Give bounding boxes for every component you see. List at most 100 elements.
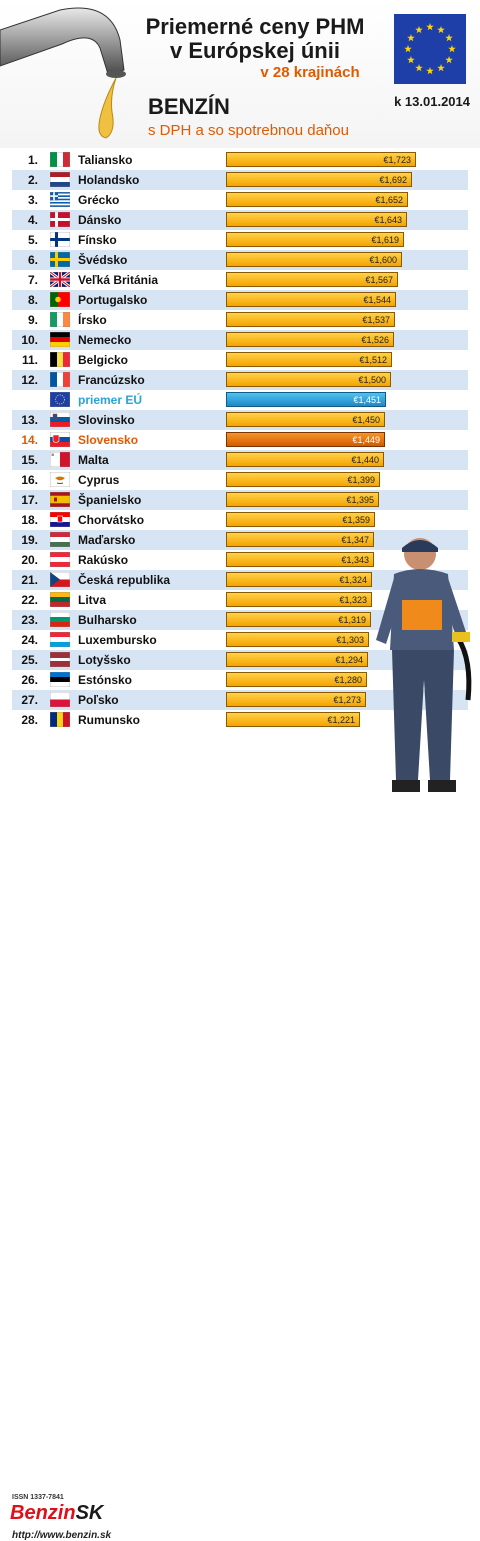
- price-value: €1,619: [371, 235, 399, 245]
- price-value: €1,221: [327, 715, 355, 725]
- flag-lt-icon: [50, 592, 70, 607]
- price-value: €1,347: [341, 535, 369, 545]
- price-value: €1,500: [358, 375, 386, 385]
- country-name: Cyprus: [78, 473, 120, 487]
- price-value: €1,280: [334, 675, 362, 685]
- price-bar: €1,395: [226, 492, 379, 507]
- price-value: €1,512: [359, 355, 387, 365]
- flag-gb-icon: [50, 272, 70, 287]
- price-value: €1,273: [333, 695, 361, 705]
- table-row: 19. Maďarsko €1,347: [12, 530, 468, 550]
- price-value: €1,324: [339, 575, 367, 585]
- price-value: €1,294: [335, 655, 363, 665]
- brand-part-1: Benzin: [10, 1502, 76, 1524]
- price-bar: €1,280: [226, 672, 367, 687]
- rank-label: 12.: [21, 373, 38, 387]
- price-value: €1,537: [362, 315, 390, 325]
- country-name: Rumunsko: [78, 713, 141, 727]
- subtitle: v 28 krajinách: [260, 64, 360, 81]
- flag-nl-icon: [50, 172, 70, 187]
- rank-label: 11.: [21, 353, 38, 367]
- country-name: Poľsko: [78, 693, 119, 707]
- country-name: Bulharsko: [78, 613, 137, 627]
- flag-hr-icon: [50, 512, 70, 527]
- table-row: 7. Veľká Británia €1,567: [12, 270, 468, 290]
- benzinsk-logo: BenzinSK: [10, 1502, 103, 1525]
- rank-label: 5.: [27, 233, 38, 247]
- price-bar: €1,451: [226, 392, 386, 407]
- rank-label: 27.: [21, 693, 38, 707]
- flag-sk-icon: [50, 432, 70, 447]
- table-row: 23. Bulharsko €1,319: [12, 610, 468, 630]
- country-name: Španielsko: [78, 493, 142, 507]
- table-row: 13. Slovinsko €1,450: [12, 410, 468, 430]
- flag-pt-icon: [50, 292, 70, 307]
- country-name: Veľká Británia: [78, 273, 158, 287]
- flag-cy-icon: [50, 472, 70, 487]
- country-name: Holandsko: [78, 173, 140, 187]
- table-row: 3. Grécko €1,652: [12, 190, 468, 210]
- table-row: 24. Luxembursko €1,303: [12, 630, 468, 650]
- flag-lu-icon: [50, 632, 70, 647]
- flag-lv-icon: [50, 652, 70, 667]
- price-bar: €1,544: [226, 292, 396, 307]
- title-line-1: Priemerné ceny PHM: [145, 14, 365, 39]
- flag-mt-icon: [50, 452, 70, 467]
- table-row: 8. Portugalsko €1,544: [12, 290, 468, 310]
- price-table: 1. Taliansko €1,723 2. Holandsko €1,692 3. Gréc…: [12, 150, 468, 730]
- footer: ISSN 1337-7841 BenzinSK http://www.benzi…: [0, 746, 480, 1541]
- rank-label: 2.: [27, 173, 38, 187]
- website-link[interactable]: http://www.benzin.sk: [12, 1530, 112, 1541]
- header-banner: Priemerné ceny PHM v Európskej únii v 28…: [0, 0, 480, 148]
- flag-eu-icon: [50, 392, 70, 407]
- eu-star-icon: [415, 64, 423, 72]
- flag-si-icon: [50, 412, 70, 427]
- country-name: Taliansko: [78, 153, 133, 167]
- price-value: €1,544: [363, 295, 391, 305]
- country-name: Dánsko: [78, 213, 122, 227]
- price-bar: €1,643: [226, 212, 407, 227]
- title-line-2: v Európskej únii: [170, 38, 340, 63]
- price-value: €1,567: [365, 275, 393, 285]
- country-name: Rakúsko: [78, 553, 129, 567]
- eu-star-icon: [407, 56, 415, 64]
- price-bar: €1,600: [226, 252, 402, 267]
- issn-label: ISSN 1337-7841: [12, 1494, 64, 1501]
- flag-gr-icon: [50, 192, 70, 207]
- table-row: 27. Poľsko €1,273: [12, 690, 468, 710]
- rank-label: 22.: [21, 593, 38, 607]
- average-row: priemer EÚ €1,451: [12, 390, 468, 410]
- price-value: €1,450: [352, 415, 380, 425]
- rank-label: 13.: [21, 413, 38, 427]
- eu-star-icon: [426, 23, 434, 31]
- country-name: priemer EÚ: [78, 393, 143, 407]
- country-name: Slovinsko: [78, 413, 135, 427]
- price-value: €1,600: [369, 255, 397, 265]
- rank-label: 7.: [27, 273, 38, 287]
- flag-es-icon: [50, 492, 70, 507]
- flag-se-icon: [50, 252, 70, 267]
- price-bar: €1,449: [226, 432, 385, 447]
- price-bar: €1,319: [226, 612, 371, 627]
- table-row: 15. Malta €1,440: [12, 450, 468, 470]
- eu-star-icon: [407, 34, 415, 42]
- country-name: Švédsko: [78, 253, 128, 267]
- country-name: Lotyšsko: [78, 653, 131, 667]
- country-name: Fínsko: [78, 233, 117, 247]
- price-bar: €1,692: [226, 172, 412, 187]
- price-bar: €1,450: [226, 412, 385, 427]
- eu-star-icon: [415, 25, 423, 34]
- rank-label: 6.: [27, 253, 38, 267]
- eu-flag-icon: [394, 14, 466, 84]
- price-value: €1,451: [353, 395, 381, 405]
- rank-label: 16.: [21, 473, 38, 487]
- price-bar: €1,512: [226, 352, 392, 367]
- price-bar: €1,537: [226, 312, 395, 327]
- price-value: €1,303: [336, 635, 364, 645]
- price-bar: €1,323: [226, 592, 372, 607]
- rank-label: 1.: [27, 153, 38, 167]
- price-bar: €1,440: [226, 452, 384, 467]
- flag-de-icon: [50, 332, 70, 347]
- table-row: 11. Belgicko €1,512: [12, 350, 468, 370]
- eu-star-icon: [448, 45, 456, 53]
